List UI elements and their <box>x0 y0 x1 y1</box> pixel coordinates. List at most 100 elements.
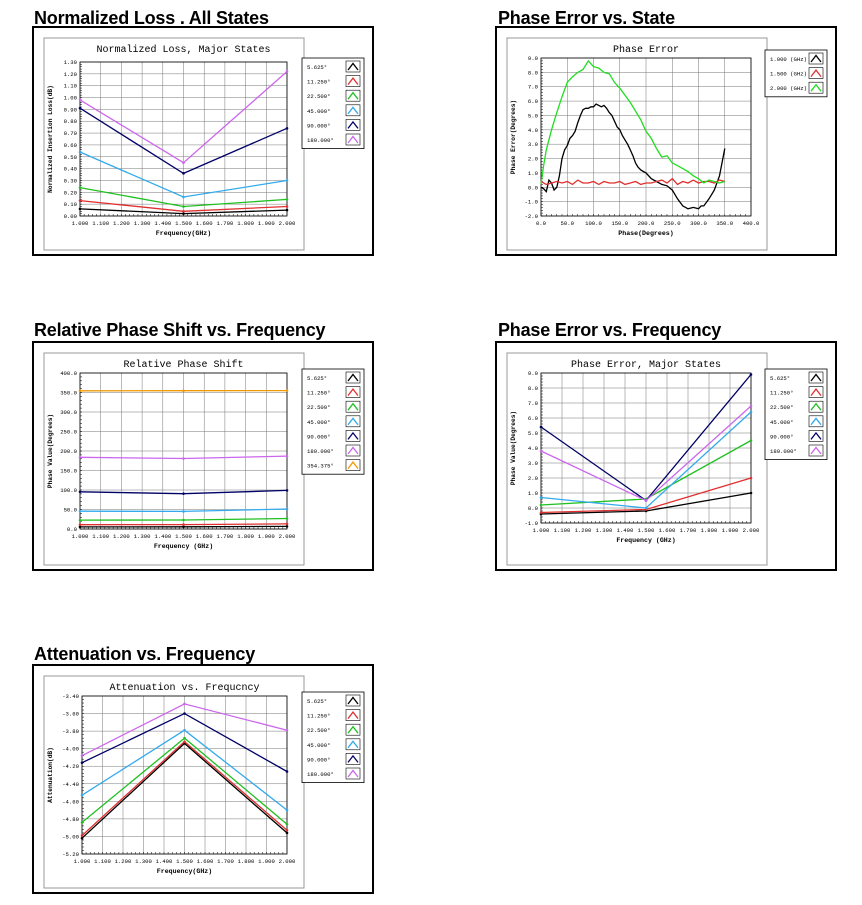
legend-swatch <box>345 459 361 471</box>
x-tick-label: 400.0 <box>743 220 760 227</box>
legend-glyph-180-000 <box>810 446 822 455</box>
y-axis-label: Phase Error(Degrees) <box>510 100 517 174</box>
legend-label-180-000: 180.000° <box>770 448 797 455</box>
legend-label-11-250: 11.250° <box>307 79 331 86</box>
data-point-45-000 <box>78 150 82 154</box>
legend-glyph-11-250 <box>347 388 359 396</box>
x-tick-label: 2.000 <box>279 858 296 865</box>
legend-label-90-000: 90.000° <box>307 122 331 129</box>
legend-label-11-250: 11.250° <box>307 390 331 397</box>
x-tick-label: 50.0 <box>561 220 575 227</box>
legend-glyph-90-000 <box>347 754 359 763</box>
legend-box <box>301 691 365 783</box>
legend-label-22-500: 22.500° <box>307 93 331 100</box>
data-point-45-000 <box>285 179 289 182</box>
legend-label-45-000: 45.000° <box>307 742 331 749</box>
data-point-11-250 <box>183 740 186 743</box>
legend-label-5-625: 5.625° <box>307 64 327 71</box>
legend-glyph-22-500 <box>347 725 359 734</box>
y-tick-label: 0.00 <box>64 213 78 220</box>
legend-label-45-000: 45.000° <box>307 108 331 115</box>
legend-label-90-000: 90.000° <box>307 433 331 440</box>
legend-glyph-180-000 <box>347 769 359 778</box>
data-point-5-625 <box>78 525 82 529</box>
legend-swatch <box>345 738 361 751</box>
data-point-22-500 <box>80 821 84 824</box>
x-axis-label: Frequency (GHz) <box>616 537 675 544</box>
y-tick-label: 2.0 <box>528 475 539 482</box>
data-point-22-500 <box>285 822 289 826</box>
data-point-45-000 <box>183 728 186 732</box>
x-tick-label: 1.000 <box>74 858 91 865</box>
legend-swatch <box>345 89 361 102</box>
legend-label-90-000: 90.000° <box>770 433 794 440</box>
data-point-22-500 <box>183 736 186 740</box>
y-tick-label: 0.30 <box>64 177 78 184</box>
data-point-90-000 <box>182 172 185 175</box>
y-tick-label: 300.0 <box>60 409 77 416</box>
chart-normalized-loss: Normalized Loss, Major States 1.000 1.100 1… <box>43 37 365 251</box>
x-axis-label: Frequency(GHz) <box>156 230 211 237</box>
data-point-11-250 <box>80 834 84 837</box>
data-point-22-500 <box>182 518 185 522</box>
legend-swatch <box>808 400 824 413</box>
data-point-11-250 <box>749 476 753 480</box>
legend-label-5-625: 5.625° <box>307 375 327 382</box>
legend-label-354-375: 354.375° <box>307 463 334 470</box>
x-tick-label: 1.200 <box>113 533 130 540</box>
data-point-354-375 <box>182 389 185 393</box>
data-point-45-000 <box>182 510 185 513</box>
legend-label-22-500: 22.500° <box>307 727 331 734</box>
x-tick-label: 1.200 <box>575 527 592 534</box>
x-tick-label: 1.700 <box>680 527 697 534</box>
data-point-45-000 <box>749 410 753 414</box>
legend-swatch <box>808 415 824 428</box>
x-tick-label: 1.800 <box>237 220 254 227</box>
chart-panel-attenuation: Attenuation vs. Frequcncy 1.000 1.100 1.200… <box>32 664 374 894</box>
y-tick-label: 0.60 <box>64 142 78 149</box>
y-tick-label: 0.90 <box>64 106 78 113</box>
plot-area <box>79 61 288 217</box>
y-tick-label: -5.00 <box>62 833 79 840</box>
y-tick-label: 4.0 <box>528 445 539 452</box>
legend-label-11-250: 11.250° <box>307 713 331 720</box>
legend-glyph-90-000 <box>347 120 359 129</box>
data-point-180-000 <box>285 454 289 458</box>
data-point-5-625 <box>78 207 82 211</box>
x-tick-label: 1.300 <box>134 220 151 227</box>
data-point-45-000 <box>80 793 84 797</box>
y-tick-label: 5.0 <box>528 430 539 437</box>
data-point-22-500 <box>749 439 753 442</box>
legend-swatch <box>345 723 361 736</box>
y-tick-label: 5.0 <box>528 112 539 119</box>
plot-area <box>79 372 288 530</box>
y-tick-label: 0.70 <box>64 130 78 137</box>
x-tick-label: 1.500 <box>638 527 655 534</box>
x-tick-label: 250.0 <box>664 220 681 227</box>
y-tick-label: 7.0 <box>528 84 539 91</box>
x-tick-label: 1.400 <box>617 527 634 534</box>
plot-area <box>540 57 752 217</box>
data-point-5-625 <box>285 831 289 835</box>
chart-phase-error-freq: Phase Error, Major States 1.000 1.100 1.200… <box>506 352 828 566</box>
chart-relative-phase: Relative Phase Shift 1.000 1.100 1.200 1.300… <box>43 352 365 566</box>
legend-glyph-2-000-ghz <box>810 83 822 92</box>
legend-label-22-500: 22.500° <box>307 404 331 411</box>
series-line-1-500-ghz <box>540 177 725 186</box>
legend-swatch <box>345 415 361 428</box>
y-tick-label: -4.20 <box>62 763 79 770</box>
x-tick-label: 1.400 <box>156 858 173 865</box>
data-point-90-000 <box>183 712 186 715</box>
data-point-90-000 <box>78 106 82 110</box>
x-tick-label: 1.700 <box>217 220 234 227</box>
data-point-45-000 <box>539 496 543 499</box>
data-point-180-000 <box>644 499 648 502</box>
legend-label-1-500-ghz: 1.500 (GHz) <box>770 71 807 78</box>
x-axis-label: Frequency (GHz) <box>154 543 213 550</box>
legend-swatch <box>345 444 361 457</box>
data-point-5-625 <box>285 525 289 528</box>
data-point-22-500 <box>539 503 543 507</box>
x-axis-label: Frequency(GHz) <box>157 868 212 875</box>
legend-glyph-22-500 <box>810 402 822 411</box>
plot-area <box>81 695 288 855</box>
